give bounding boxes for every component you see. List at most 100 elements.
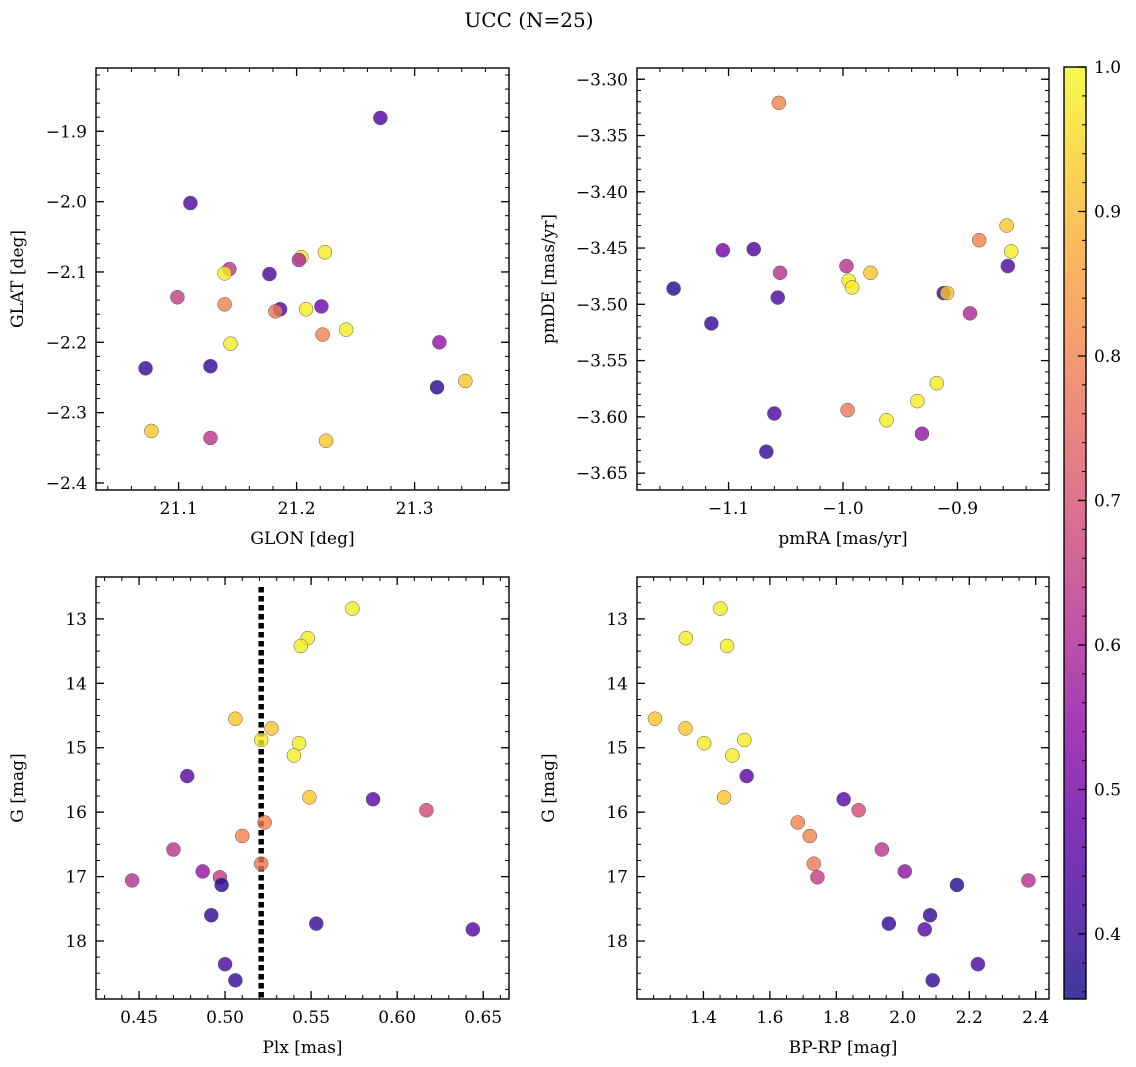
scatter-point	[235, 828, 250, 844]
scatter-point	[291, 252, 307, 268]
x-tick-label: 1.6	[756, 1008, 783, 1028]
x-axis-label: Plx [mas]	[262, 1038, 342, 1058]
scatter-points	[647, 601, 1036, 988]
scatter-point	[228, 711, 243, 726]
scatter-point	[373, 110, 388, 126]
y-tick-label: 13	[606, 610, 628, 630]
scatter-point	[217, 297, 232, 312]
y-tick-label: 16	[65, 803, 87, 823]
scatter-point	[929, 375, 945, 391]
suptitle: UCC (N=25)	[464, 8, 593, 32]
scatter-point	[223, 336, 238, 351]
scatter-point	[836, 792, 851, 807]
scatter-point	[759, 444, 774, 459]
scatter-point	[203, 358, 218, 374]
scatter-point	[429, 380, 445, 395]
y-tick-label: −2.2	[46, 333, 87, 353]
colorbar-gradient	[1064, 67, 1086, 999]
scatter-point	[217, 956, 233, 972]
scatter-point	[338, 322, 354, 337]
scatter-points	[138, 110, 473, 449]
scatter-point	[696, 735, 712, 751]
panel-4: 1.4 1.6 1.8 2.0 2.2 2.4 13 14 15 16 17 18 BP-RP [mag…	[539, 576, 1050, 1058]
colorbar-frame	[1063, 66, 1087, 1000]
scatter-point	[1021, 873, 1036, 888]
scatter-point	[879, 412, 894, 428]
scatter-point	[262, 266, 277, 282]
scatter-point	[922, 907, 938, 923]
y-axis-label: pmDE [mas/yr]	[539, 214, 559, 344]
scatter-point	[771, 95, 787, 111]
scatter-point	[962, 306, 978, 321]
scatter-point	[314, 299, 329, 314]
scatter-point	[770, 290, 786, 305]
y-tick-label: 16	[606, 803, 628, 823]
scatter-point	[166, 842, 181, 857]
panel-2: −1.1 −1.0 −0.9 −3.65 −3.60 −3.55 −3.50 −3.45 −3.…	[539, 67, 1050, 549]
y-tick-label: −3.65	[576, 464, 628, 484]
x-tick-label: 2.0	[889, 1008, 916, 1028]
y-tick-label: 13	[65, 610, 87, 630]
colorbar-tick-label: 0.5	[1094, 780, 1121, 800]
scatter-point	[840, 402, 855, 418]
colorbar-tick-label: 1.0	[1094, 58, 1121, 78]
scatter-point	[1003, 244, 1019, 259]
panel-frame	[636, 576, 1050, 1000]
scatter-point	[897, 864, 913, 879]
scatter-point	[318, 433, 334, 449]
scatter-point	[746, 241, 761, 257]
scatter-point	[767, 406, 782, 421]
x-tick-label: −1.0	[822, 499, 863, 519]
scatter-point	[737, 732, 752, 748]
x-tick-label: 0.45	[120, 1008, 158, 1028]
x-tick-label: 2.2	[956, 1008, 983, 1028]
y-tick-label: 17	[65, 868, 87, 888]
scatter-point	[910, 393, 925, 409]
scatter-point	[719, 638, 735, 654]
scatter-point	[810, 869, 825, 885]
y-tick-label: −2.3	[46, 404, 87, 424]
x-axis-label: GLON [deg]	[250, 529, 354, 549]
scatter-point	[264, 721, 279, 736]
scatter-point	[204, 907, 219, 923]
scatter-point	[1000, 258, 1016, 274]
scatter-point	[939, 285, 955, 301]
panels: 21.1 21.2 21.3 −2.4 −2.3 −2.2 −2.1 −2.0 −1.9 GLON…	[8, 67, 1050, 1058]
scatter-point	[286, 748, 302, 763]
x-tick-label: 21.1	[160, 499, 198, 519]
x-tick-label: 21.3	[396, 499, 434, 519]
y-tick-label: 14	[65, 674, 87, 694]
x-tick-label: 2.4	[1022, 1008, 1049, 1028]
scatter-point	[716, 790, 732, 805]
panel-3: 0.45 0.50 0.55 0.60 0.65 13 14 15 16 17 18 Plx [mas…	[8, 576, 510, 1058]
x-tick-label: 0.65	[464, 1008, 502, 1028]
scatter-point	[138, 361, 153, 376]
colorbar-tick-label: 0.7	[1094, 491, 1121, 511]
y-tick-label: −3.60	[576, 408, 628, 428]
scatter-point	[739, 768, 754, 784]
scatter-point	[844, 280, 860, 295]
x-tick-label: 0.60	[378, 1008, 416, 1028]
x-tick-label: 21.2	[278, 499, 316, 519]
y-tick-label: −3.55	[576, 352, 628, 372]
scatter-point	[839, 258, 854, 274]
y-tick-label: 17	[606, 868, 628, 888]
scatter-point	[124, 873, 140, 888]
scatter-point	[179, 768, 195, 784]
colorbar-tick-label: 0.9	[1094, 202, 1121, 222]
scatter-point	[309, 916, 324, 931]
x-tick-label: −1.1	[708, 499, 749, 519]
scatter-point	[228, 973, 243, 988]
scatter-point	[465, 922, 481, 937]
y-tick-label: −2.0	[46, 193, 87, 213]
colorbar-tick-label: 0.8	[1094, 347, 1121, 367]
y-tick-label: −3.35	[576, 127, 628, 147]
scatter-point	[925, 973, 940, 988]
y-tick-label: 15	[65, 739, 87, 759]
y-tick-label: −3.30	[576, 70, 628, 90]
scatter-point	[970, 956, 986, 972]
y-tick-label: −3.45	[576, 239, 628, 259]
minor-ticks	[96, 68, 510, 490]
scatter-point	[268, 304, 283, 319]
